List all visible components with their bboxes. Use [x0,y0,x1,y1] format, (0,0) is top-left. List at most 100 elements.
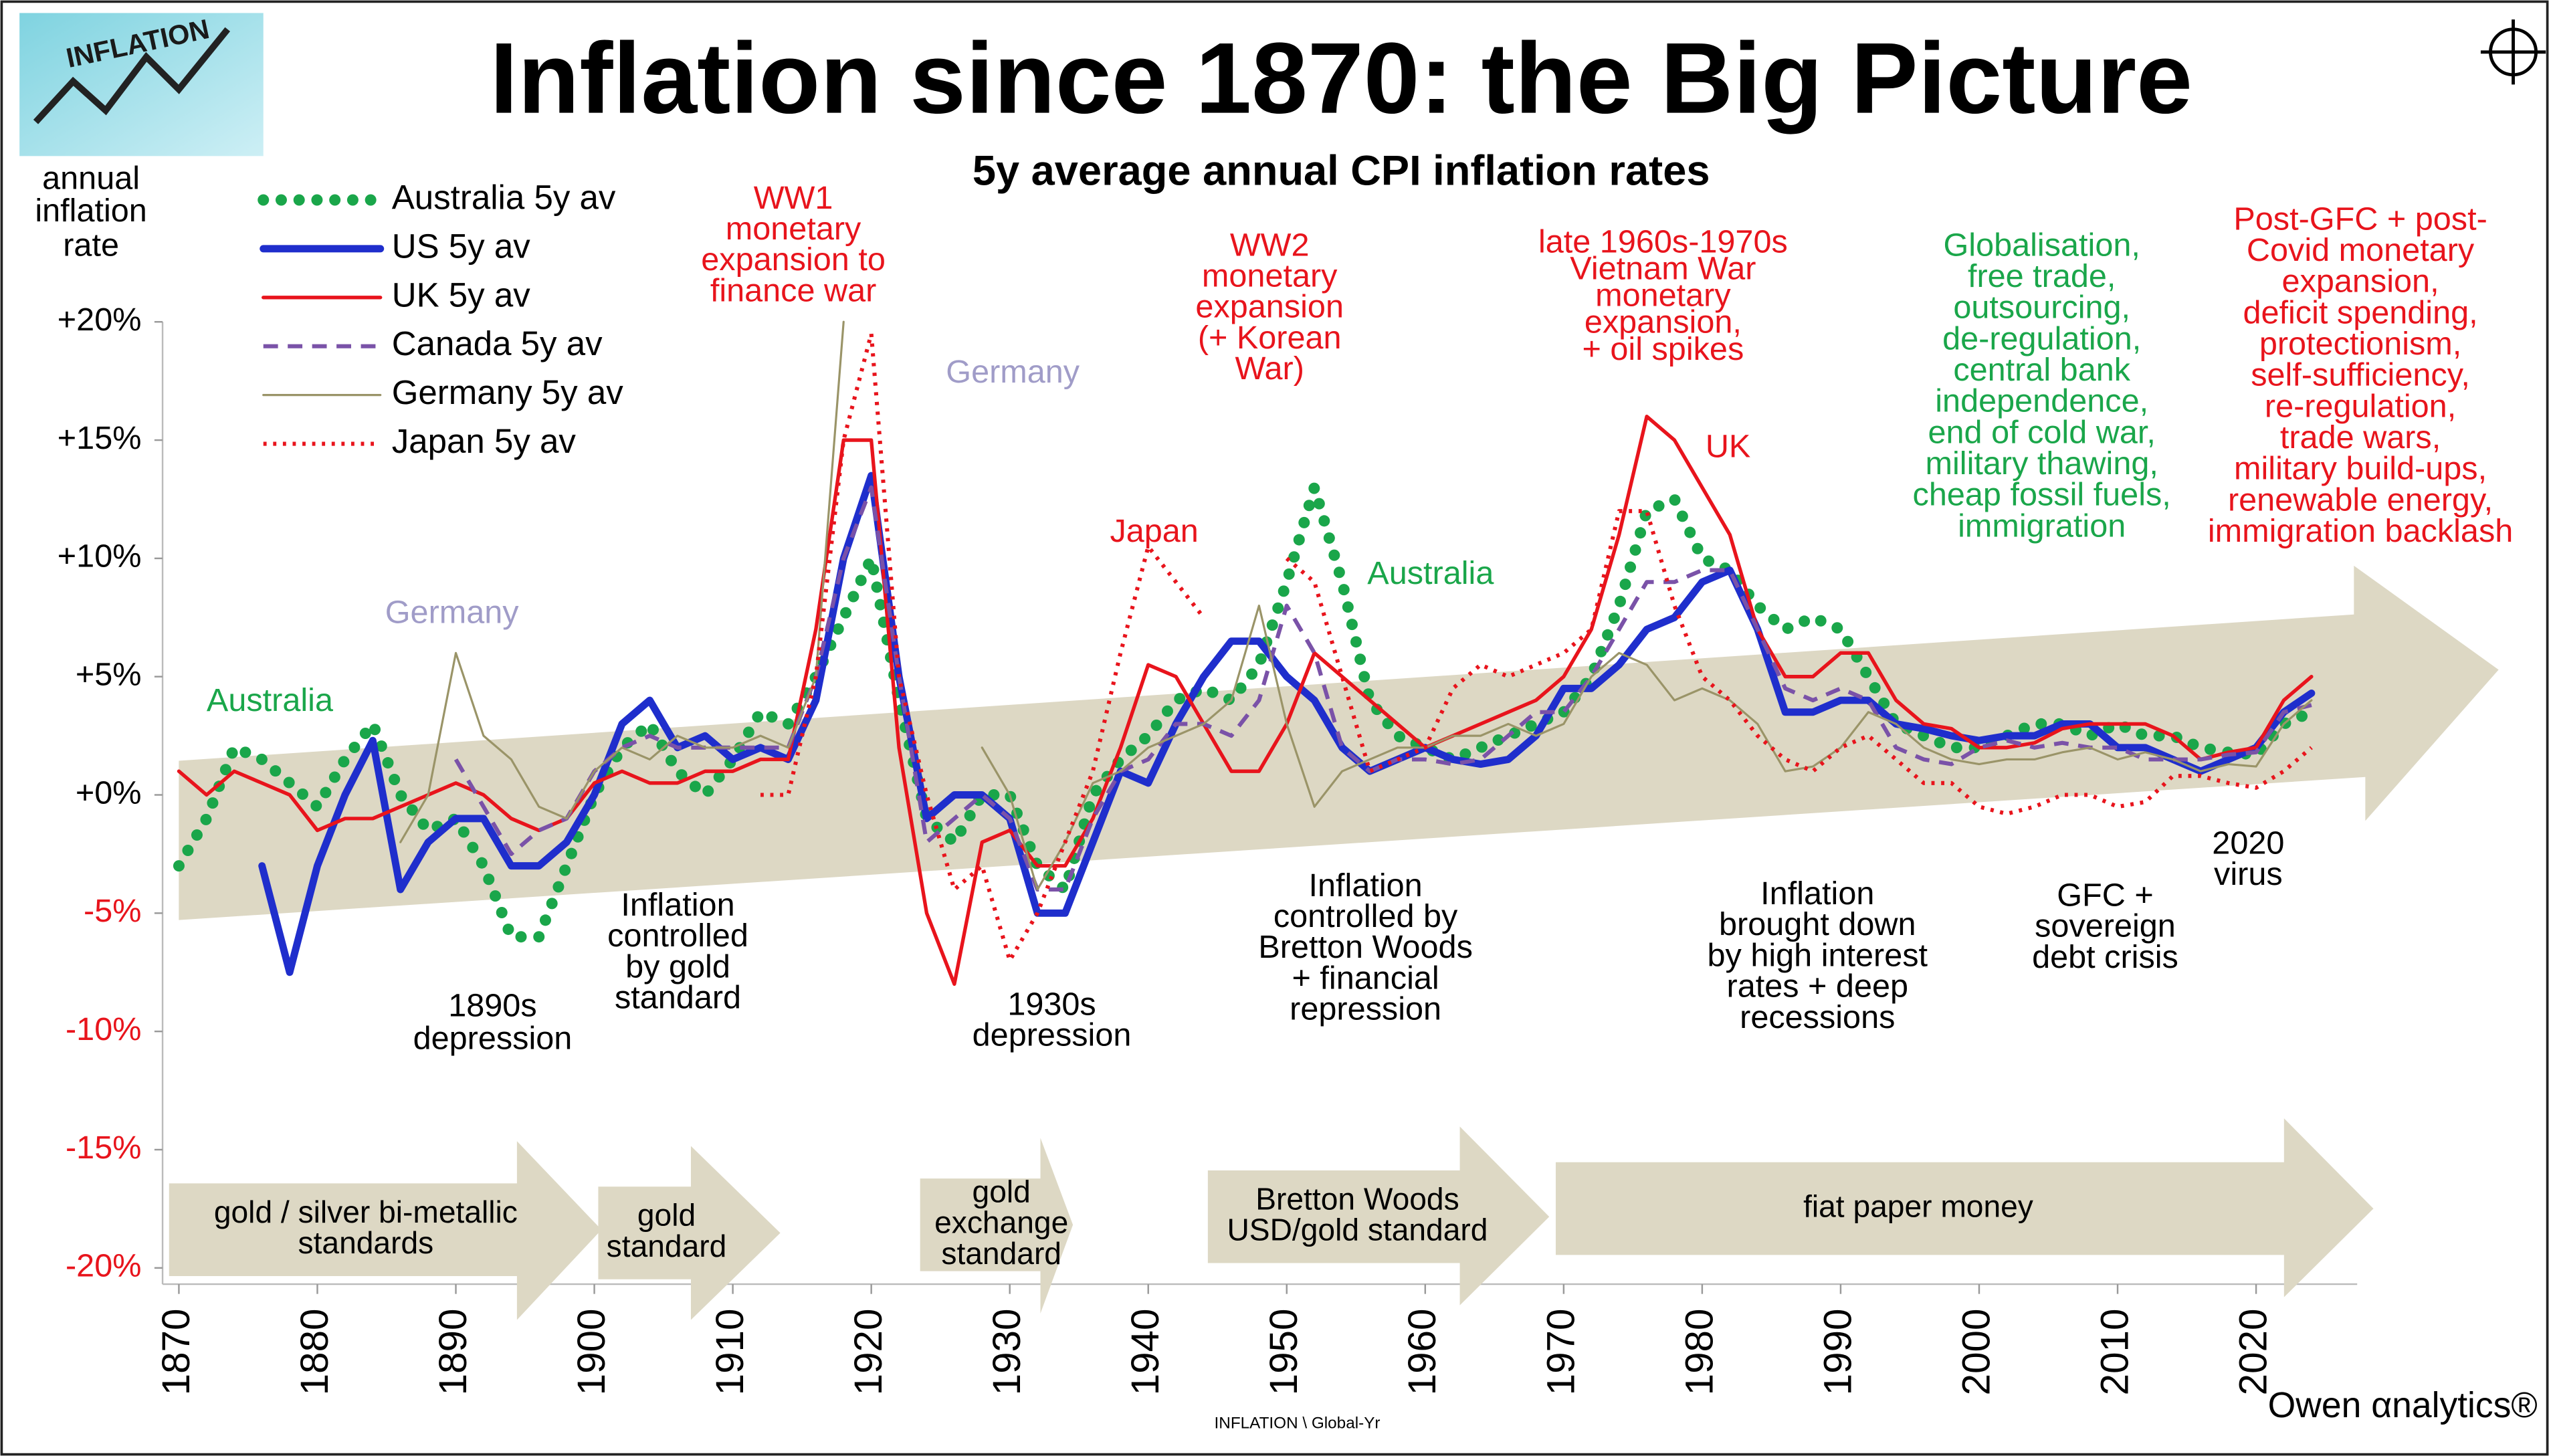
x-tick-label: 1910 [708,1309,752,1396]
y-tick-label: -5% [84,893,141,929]
annotation: Germany [385,595,520,631]
y-tick-label: -15% [66,1130,141,1166]
annotation: sovereign [2035,908,2176,944]
annotation: WW1 [754,180,833,216]
annotation: monetary [1595,278,1731,314]
regime-arrow [169,1141,602,1320]
y-axis-label: inflation [35,193,146,229]
chart-title: Inflation since 1870: the Big Picture [490,22,2193,134]
annotation: expansion, [1585,304,1742,340]
annotation: repression [1290,991,1441,1027]
y-tick-label: -10% [66,1011,141,1047]
annotation: Inflation [1760,875,1874,912]
x-tick-label: 1930 [985,1309,1029,1396]
annotation: protectionism, [2259,326,2461,362]
annotation: de-regulation, [1942,320,2141,356]
annotation: controlled by [1273,898,1458,934]
annotation: central bank [1953,352,2130,388]
annotation: brought down [1719,906,1916,942]
annotation: Australia [1367,555,1494,591]
annotation: monetary [726,211,861,247]
annotation: cheap fossil fuels, [1913,477,2171,513]
annotation: by gold [625,948,730,984]
regime-arrow [1207,1126,1550,1306]
y-tick-label: +10% [58,538,142,575]
annotation: self-sufficiency, [2251,357,2470,393]
regime-label: standard [941,1236,1061,1271]
regime-label: standard [607,1229,727,1263]
x-tick-label: 1940 [1124,1309,1167,1396]
x-tick-label: 1880 [293,1309,336,1396]
regime-arrow [920,1138,1074,1314]
annotation: finance war [710,272,876,308]
regime-label: Bretton Woods [1255,1181,1459,1216]
annotation: renewable energy, [2228,482,2493,518]
annotation: 1930s [1007,986,1096,1022]
annotation: Germany [946,354,1080,390]
annotation: Vietnam War [1570,251,1756,287]
annotation: + oil spikes [1583,331,1744,367]
annotation: immigration [1958,508,2126,544]
annotation: WW2 [1230,227,1310,263]
annotation: expansion to [701,241,886,278]
regime-label: exchange [934,1205,1068,1240]
series-line [399,320,2313,891]
y-tick-label: +5% [76,657,142,693]
annotation: end of cold war, [1928,414,2156,450]
annotation: Post-GFC + post- [2233,201,2487,237]
annotation: free trade, [1968,258,2116,294]
legend-label: Canada 5y av [392,324,603,362]
annotation: by high interest [1708,937,1928,973]
annotation: immigration backlash [2208,513,2513,549]
regime-arrow [1555,1118,2374,1297]
series-line [177,415,2314,986]
x-tick-label: 1920 [847,1309,890,1396]
x-tick-label: 1900 [570,1309,613,1396]
logo: INFLATION [19,13,264,157]
annotation: trade wars, [2280,419,2441,455]
annotation: 2020 [2212,825,2284,861]
plot-area [173,320,2318,986]
annotation: independence, [1935,383,2148,419]
regime-arrow [598,1146,781,1320]
footer: INFLATION \ Global-Yr [1215,1415,1381,1433]
series-line [173,482,2318,943]
annotation: 1890s [448,988,536,1024]
regime-label: standards [298,1225,434,1260]
annotation: re-regulation, [2265,388,2456,424]
x-tick-label: 1890 [431,1309,475,1396]
annotation: War) [1235,350,1304,387]
y-axis-label: rate [63,227,119,263]
brand: Owen αnalytics® [2268,1386,2538,1425]
x-tick-label: 1980 [1677,1309,1721,1396]
y-tick-label: +20% [58,302,142,338]
annotation: debt crisis [2032,939,2178,975]
regime-label: fiat paper money [1803,1188,2033,1223]
annotation: military thawing, [1926,445,2158,482]
series-line [760,331,2313,963]
annotation: Inflation [621,887,734,923]
logo-line [33,27,231,124]
annotation: controlled [607,918,748,954]
x-tick-label: 1990 [1816,1309,1859,1396]
legend-label: Japan 5y av [392,422,577,460]
regime-label: gold [973,1174,1031,1209]
x-tick-label: 2000 [1954,1309,1998,1396]
crosshair-icon [2480,19,2546,85]
regime-label: gold / silver bi-metallic [214,1194,518,1229]
annotation: + financial [1292,960,1439,996]
y-tick-label: +0% [76,774,142,811]
annotation: expansion [1195,289,1344,325]
annotation: late 1960s-1970s [1538,223,1788,259]
annotation: recessions [1740,999,1895,1035]
annotation: UK [1706,429,1751,465]
x-tick-label: 2010 [2093,1309,2136,1396]
annotation: expansion, [2282,264,2439,300]
annotation: Inflation [1309,867,1423,904]
x-tick-label: 1970 [1539,1309,1583,1396]
x-tick-label: 2020 [2231,1309,2275,1396]
legend-label: US 5y av [392,227,531,265]
annotation: depression [413,1020,573,1056]
